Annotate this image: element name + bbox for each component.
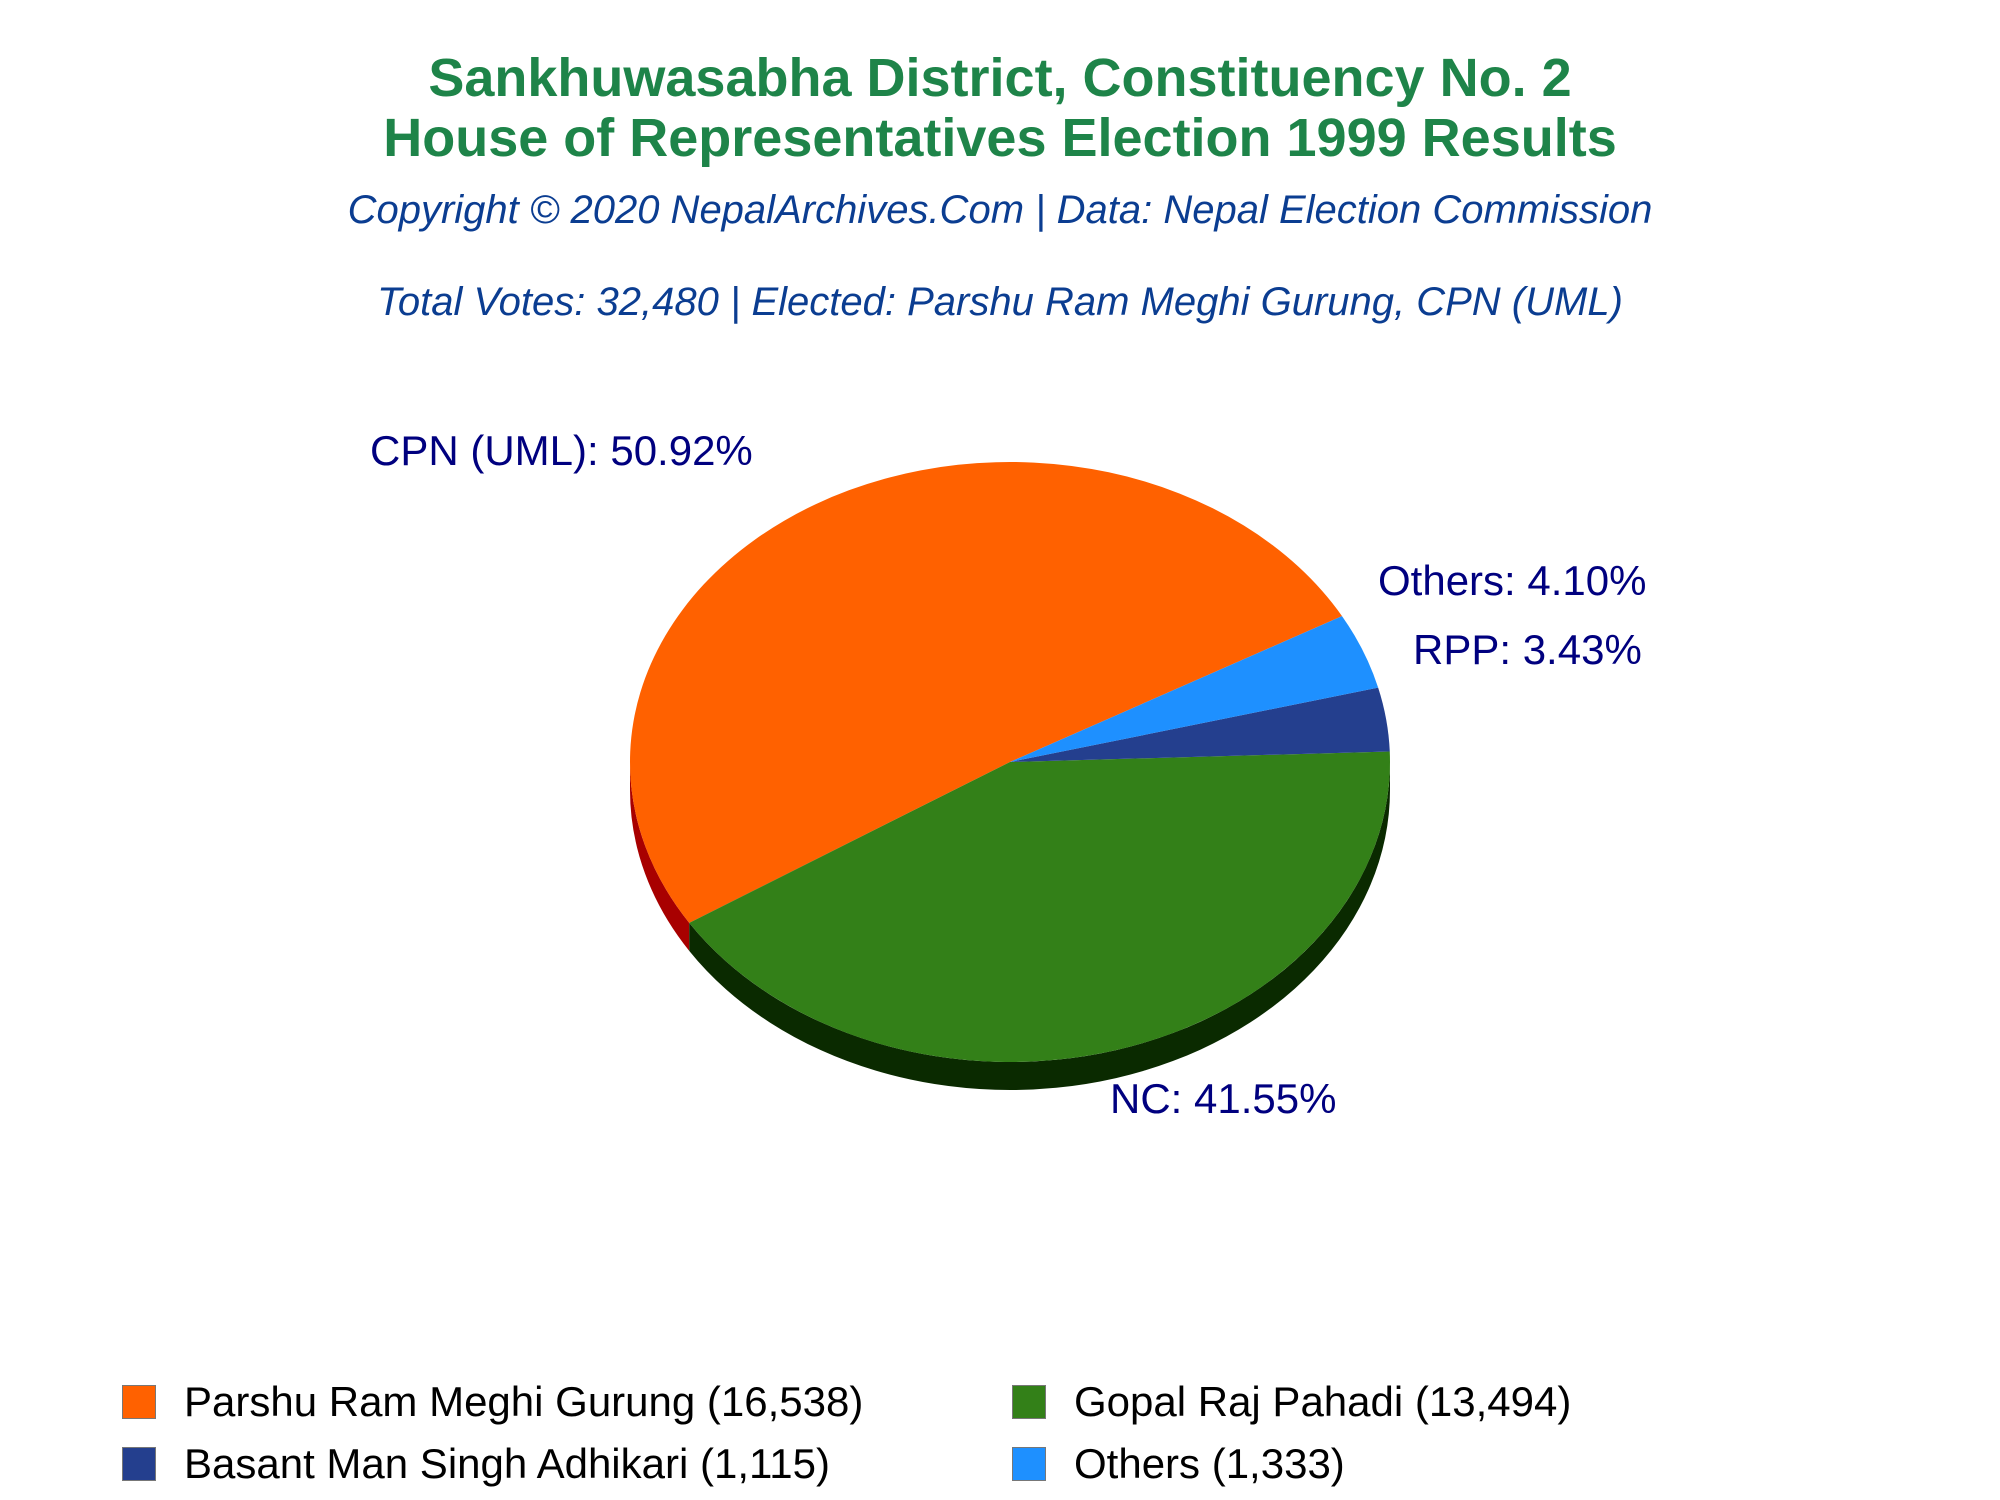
legend-swatch (122, 1447, 156, 1481)
legend-item-adhikari: Basant Man Singh Adhikari (1,115) (122, 1440, 830, 1488)
pie-slice-cpn-uml- (629, 461, 1343, 923)
pie-slice-nc (689, 751, 1390, 1063)
chart-title-line1: Sankhuwasabha District, Constituency No.… (428, 48, 1572, 108)
slice-label-nc: NC: 41.55% (1110, 1075, 1336, 1122)
legend-swatch (1012, 1447, 1046, 1481)
chart-title-line2: House of Representatives Election 1999 R… (383, 108, 1617, 168)
legend-item-others: Others (1,333) (1012, 1440, 1345, 1488)
pie-slice-others (1010, 616, 1379, 762)
slice-label-others: Others: 4.10% (1378, 557, 1646, 604)
totals-subtitle: Total Votes: 32,480 | Elected: Parshu Ra… (377, 280, 1623, 324)
pie-slice-rpp (1010, 687, 1390, 762)
legend-swatch (1012, 1385, 1046, 1419)
legend-item-gurung: Parshu Ram Meghi Gurung (16,538) (122, 1378, 863, 1426)
copyright-subtitle: Copyright © 2020 NepalArchives.Com | Dat… (347, 188, 1653, 232)
pie-side-cpn-uml- (630, 762, 690, 951)
legend-label: Others (1,333) (1074, 1440, 1345, 1487)
legend-label: Parshu Ram Meghi Gurung (16,538) (184, 1378, 864, 1425)
pie-side (630, 762, 1390, 1090)
slice-label-cpn-uml-: CPN (UML): 50.92% (370, 427, 753, 474)
legend-label: Basant Man Singh Adhikari (1,115) (184, 1440, 830, 1487)
legend-item-pahadi: Gopal Raj Pahadi (13,494) (1012, 1378, 1571, 1426)
slice-label-rpp: RPP: 3.43% (1413, 626, 1642, 673)
legend-swatch (122, 1385, 156, 1419)
legend-label: Gopal Raj Pahadi (13,494) (1074, 1378, 1572, 1425)
